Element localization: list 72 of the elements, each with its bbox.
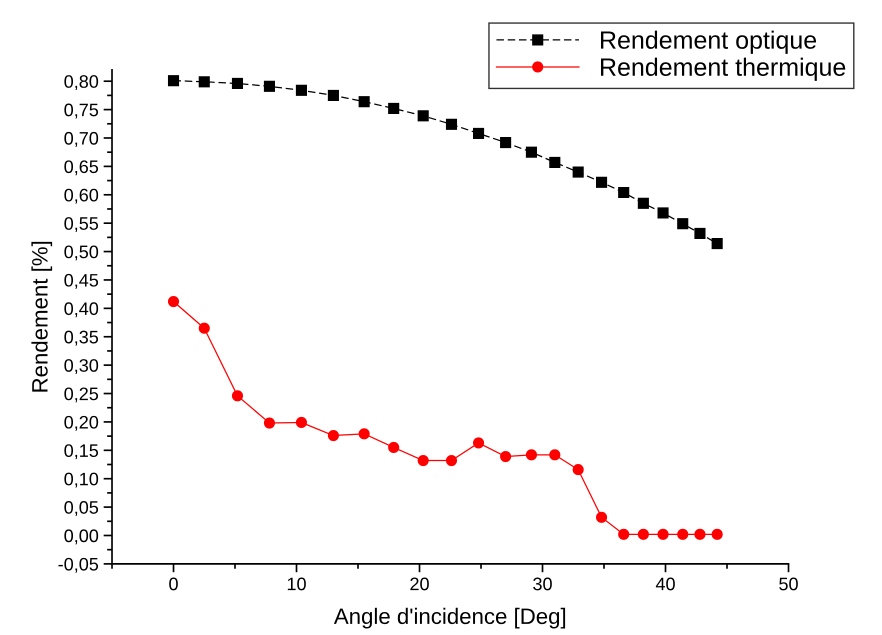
point <box>264 80 276 92</box>
y-tick-label: 0,15 <box>64 444 98 460</box>
point <box>388 102 400 114</box>
point <box>549 156 560 168</box>
point <box>296 84 307 96</box>
point <box>712 238 723 250</box>
point <box>549 449 560 460</box>
y-tick-label: 0,10 <box>64 472 98 488</box>
point <box>694 228 706 239</box>
point <box>500 136 512 148</box>
legend-label: Rendement thermique <box>601 58 846 81</box>
y-tick-label: -0,05 <box>58 558 98 573</box>
point <box>264 417 276 429</box>
y-axis-title: Rendement [%] <box>31 242 52 392</box>
point <box>446 118 458 130</box>
point <box>328 90 339 101</box>
point <box>596 176 608 188</box>
x-tick-label: 50 <box>779 578 798 590</box>
y-tick-label: 0,35 <box>64 330 98 346</box>
y-tick-label: 0,65 <box>64 160 98 176</box>
y-tick-label: 0,05 <box>64 501 98 516</box>
point <box>638 198 649 209</box>
point <box>572 464 584 476</box>
point <box>596 512 608 523</box>
point <box>296 416 307 428</box>
point <box>418 110 429 122</box>
point <box>198 322 210 334</box>
x-tick-label: 0 <box>169 578 178 590</box>
y-tick-label: 0,40 <box>64 302 98 318</box>
point <box>472 437 484 448</box>
x-tick-label: 10 <box>288 578 306 590</box>
point <box>198 76 210 88</box>
y-tick-label: 0,00 <box>64 529 98 544</box>
y-tick-label: 0,70 <box>64 132 98 147</box>
point <box>232 390 244 402</box>
point <box>446 454 458 466</box>
point <box>358 428 370 440</box>
y-tick-label: 0,50 <box>64 245 98 260</box>
point <box>472 128 484 140</box>
point <box>526 449 537 460</box>
legend-label: Rendement optique <box>601 30 816 54</box>
point <box>638 528 649 540</box>
point <box>712 528 723 540</box>
x-tick-label: 30 <box>533 578 552 590</box>
y-tick-label: 0,55 <box>64 217 98 232</box>
x-tick-label: 20 <box>410 578 429 590</box>
y-tick-label: 0,25 <box>64 387 98 402</box>
point <box>657 207 669 219</box>
x-axis-title: Angle d'incidence [Deg] <box>334 608 566 629</box>
point <box>618 528 630 540</box>
y-tick-label: 0,75 <box>64 104 98 118</box>
point <box>694 528 706 540</box>
point <box>358 96 370 108</box>
y-tick-label: 0,30 <box>64 359 98 374</box>
point <box>572 166 584 178</box>
point <box>677 528 688 540</box>
y-tick-label: 0,80 <box>64 75 98 90</box>
point <box>526 146 537 158</box>
y-tick-label: 0,20 <box>64 416 98 431</box>
point <box>500 451 512 462</box>
point <box>418 454 429 466</box>
point <box>328 430 339 442</box>
x-tick-label: 40 <box>656 578 675 590</box>
point <box>618 186 630 198</box>
point <box>232 78 244 90</box>
y-tick-label: 0,60 <box>64 188 98 204</box>
point <box>388 442 400 454</box>
point <box>168 75 180 86</box>
point <box>168 296 180 308</box>
point <box>657 528 669 540</box>
point <box>677 218 688 230</box>
y-tick-label: 0,45 <box>64 274 98 289</box>
